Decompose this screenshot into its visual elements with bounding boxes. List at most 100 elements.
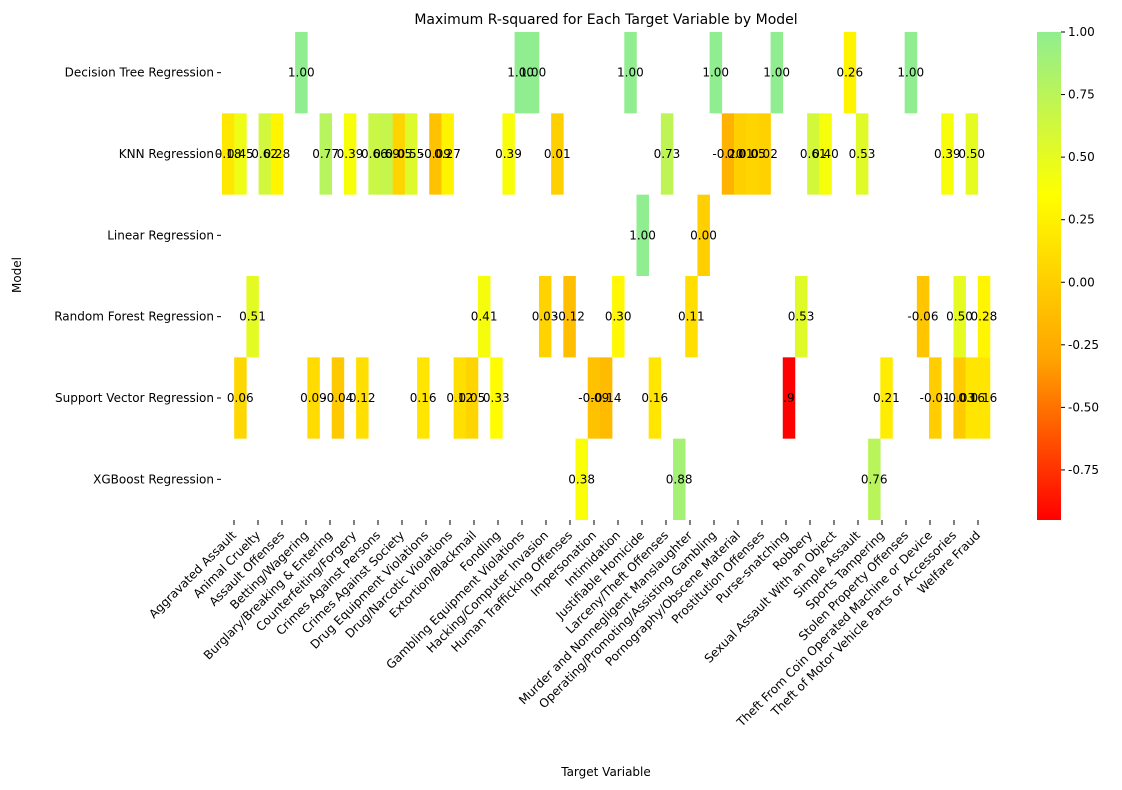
heatmap-cell bbox=[465, 357, 479, 439]
cell-value-label: 0.12 bbox=[349, 391, 376, 405]
colorbar-tick-label: -0.25 bbox=[1068, 338, 1099, 352]
heatmap-cell bbox=[526, 32, 540, 114]
cell-value-label: 1.00 bbox=[288, 66, 315, 80]
heatmap-cell bbox=[673, 438, 686, 520]
y-tick-label: Linear Regression bbox=[107, 228, 214, 242]
cell-value-label: 0.39 bbox=[495, 147, 522, 161]
heatmap-cell bbox=[368, 113, 381, 195]
cell-value-label: 0.33 bbox=[483, 391, 510, 405]
colorbar-gradient bbox=[1037, 32, 1061, 520]
cell-value-label: 0.53 bbox=[788, 310, 815, 324]
cell-value-label: 0.73 bbox=[654, 147, 681, 161]
heatmap-cell bbox=[697, 194, 710, 276]
heatmap-cell bbox=[758, 113, 771, 195]
heatmap-cell bbox=[514, 32, 528, 114]
heatmap-cell bbox=[502, 113, 515, 195]
cell-value-label: 0.09 bbox=[300, 391, 327, 405]
heatmap-cell bbox=[929, 357, 942, 439]
cell-value-label: 0.76 bbox=[861, 472, 888, 486]
heatmap-cell bbox=[234, 357, 247, 439]
heatmap-cell bbox=[343, 113, 357, 195]
cell-value-label: 0.28 bbox=[263, 147, 290, 161]
heatmap-cell bbox=[307, 357, 320, 439]
cell-value-label: 0.05 bbox=[385, 147, 412, 161]
cell-value-label: 0.50 bbox=[958, 147, 985, 161]
heatmap-cell bbox=[295, 32, 308, 114]
heatmap-cell bbox=[941, 113, 954, 195]
y-tick-label: Support Vector Regression bbox=[55, 391, 214, 405]
cell-value-label: 0.50 bbox=[946, 310, 973, 324]
cell-value-label: 0.38 bbox=[568, 472, 595, 486]
cell-value-label: 0.27 bbox=[434, 147, 461, 161]
cell-value-label: 0.05 bbox=[459, 391, 486, 405]
cell-value-label: 0.51 bbox=[239, 310, 266, 324]
cell-value-label: 0.16 bbox=[641, 391, 668, 405]
cell-value-label: 0.03 bbox=[532, 310, 559, 324]
heatmap-cell bbox=[453, 357, 467, 439]
heatmap-cell bbox=[441, 113, 454, 195]
heatmap-cell bbox=[977, 276, 991, 358]
cell-value-label: 0.16 bbox=[410, 391, 437, 405]
colorbar-tick-label: 0.25 bbox=[1068, 213, 1095, 227]
heatmap-cell bbox=[794, 276, 808, 358]
colorbar-tick-label: 0.50 bbox=[1068, 150, 1095, 164]
heatmap-cell bbox=[965, 357, 979, 439]
heatmap-cell bbox=[234, 113, 247, 195]
heatmap-cell bbox=[843, 32, 857, 114]
cell-value-label: 0.26 bbox=[836, 66, 863, 80]
heatmap-cell bbox=[782, 357, 796, 439]
cell-value-label: 0.02 bbox=[751, 147, 778, 161]
heatmap-cell bbox=[880, 357, 893, 439]
cell-value-label: -0.09 bbox=[420, 147, 451, 161]
heatmap-cell bbox=[404, 113, 418, 195]
heatmap-cell bbox=[685, 276, 698, 358]
heatmap-cell bbox=[258, 113, 272, 195]
heatmap-cell bbox=[356, 357, 369, 439]
cell-value-label: 1.00 bbox=[629, 228, 656, 242]
cell-value-label: 0.77 bbox=[312, 147, 339, 161]
cell-value-label: 0.05 bbox=[739, 147, 766, 161]
cell-value-label: 0.00 bbox=[690, 228, 717, 242]
cell-value-label: 0.39 bbox=[934, 147, 961, 161]
cell-value-label: 0.06 bbox=[227, 391, 254, 405]
colorbar-tick-label: -0.75 bbox=[1068, 463, 1099, 477]
cell-value-label: 0.01 bbox=[727, 147, 754, 161]
heatmap-cell bbox=[855, 113, 869, 195]
cell-value-label: 0.39 bbox=[337, 147, 364, 161]
cell-value-label: -0.03 bbox=[944, 391, 975, 405]
heatmap-cell bbox=[916, 276, 930, 358]
heatmap-cell bbox=[807, 113, 820, 195]
colorbar-tick-label: 1.00 bbox=[1068, 25, 1095, 39]
heatmap-cell bbox=[965, 113, 979, 195]
heatmap-cell bbox=[575, 438, 589, 520]
colorbar-tick-label: -0.50 bbox=[1068, 400, 1099, 414]
cell-labels: 1.00 1.001.00 1.00 1.00 1.00 0.26 1.000.180.45… bbox=[215, 66, 998, 487]
cell-value-label: 0.18 bbox=[215, 147, 242, 161]
cell-value-label: -0.12 bbox=[554, 310, 585, 324]
heatmap-cell bbox=[331, 357, 345, 439]
heatmap-cell bbox=[392, 113, 406, 195]
cell-value-label: 0.16 bbox=[971, 391, 998, 405]
heatmap-cell bbox=[417, 357, 430, 439]
heatmap-cell bbox=[563, 276, 576, 358]
cell-value-label: 0.62 bbox=[251, 147, 278, 161]
heatmap-cell bbox=[319, 113, 333, 195]
cell-value-label: .9 bbox=[783, 391, 794, 405]
cell-value-label: -0.20 bbox=[712, 147, 743, 161]
colorbar-tick-label: 0.75 bbox=[1068, 88, 1095, 102]
x-axis-label: Target Variable bbox=[560, 765, 651, 779]
heatmap-cell bbox=[624, 32, 637, 114]
cell-value-label: 0.53 bbox=[849, 147, 876, 161]
y-axis-label: Model bbox=[10, 257, 24, 293]
cell-value-label: 0.12 bbox=[446, 391, 473, 405]
cell-value-label: 0.55 bbox=[398, 147, 425, 161]
cell-value-label: -0.14 bbox=[590, 391, 621, 405]
heatmap-cell bbox=[868, 438, 881, 520]
cell-value-label: -0.04 bbox=[322, 391, 353, 405]
heatmap-cell bbox=[478, 276, 491, 358]
cell-value-label: 0.30 bbox=[605, 310, 632, 324]
heatmap-cell bbox=[538, 276, 552, 358]
heatmap-cell bbox=[953, 357, 966, 439]
heatmap-cell bbox=[819, 113, 832, 195]
